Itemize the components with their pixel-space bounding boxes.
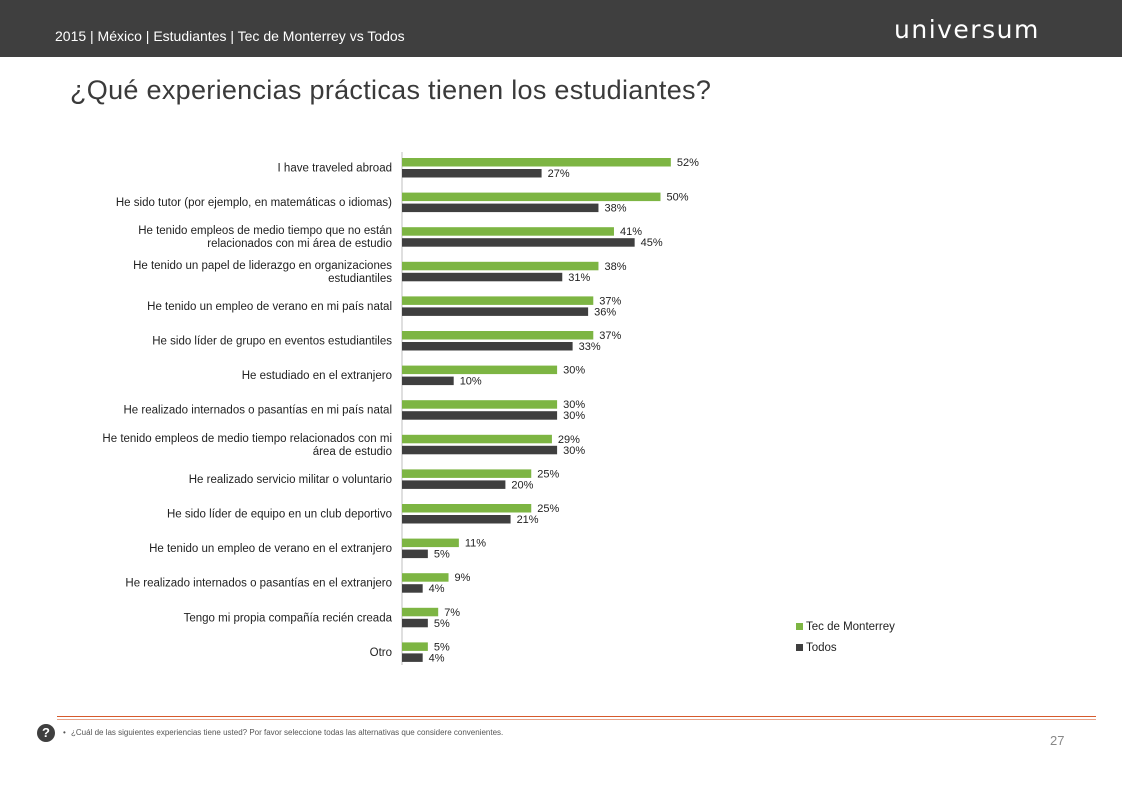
- category-label: He tenido empleos de medio tiempo relaci…: [102, 433, 392, 445]
- bar-tec: [402, 227, 614, 236]
- page-number: 27: [1050, 733, 1065, 748]
- bar-todos: [402, 272, 563, 282]
- category-label: área de estudio: [313, 446, 392, 458]
- category-label: I have traveled abroad: [278, 163, 392, 175]
- category-label: He realizado internados o pasantías en m…: [124, 405, 393, 417]
- category-label: He realizado internados o pasantías en e…: [125, 578, 392, 590]
- category-label: He sido tutor (por ejemplo, en matemátic…: [116, 197, 392, 209]
- data-label: 11%: [465, 538, 486, 550]
- bar-tec: [402, 192, 661, 202]
- data-label: 25%: [537, 503, 559, 515]
- data-label: 52%: [677, 157, 699, 169]
- data-label: 25%: [537, 468, 559, 480]
- category-label: He sido líder de grupo en eventos estudi…: [152, 336, 392, 348]
- footer-rule-light: [57, 719, 1096, 720]
- bar-tec: [402, 469, 532, 478]
- data-label: 36%: [594, 306, 616, 318]
- bar-todos: [402, 411, 558, 420]
- legend-label: Tec de Monterrey: [806, 621, 895, 633]
- data-label: 33%: [579, 341, 601, 353]
- legend-swatch: [796, 623, 803, 630]
- bar-tec: [402, 538, 459, 548]
- data-label: 30%: [563, 365, 585, 377]
- bar-todos: [402, 376, 454, 386]
- bar-tec: [402, 607, 439, 617]
- category-label: Tengo mi propia compañía recién creada: [184, 612, 393, 624]
- data-label: 31%: [568, 272, 590, 284]
- bar-tec: [402, 365, 558, 375]
- data-label: 29%: [558, 434, 580, 446]
- footnote: • ¿Cuál de las siguientes experiencias t…: [63, 727, 513, 738]
- bar-todos: [402, 480, 506, 489]
- bar-todos: [402, 445, 558, 455]
- data-label: 27%: [548, 168, 570, 180]
- category-label: He realizado servicio militar o voluntar…: [189, 474, 392, 486]
- category-label: He sido líder de equipo en un club depor…: [167, 509, 392, 521]
- data-label: 38%: [604, 261, 626, 273]
- bar-tec: [402, 261, 599, 271]
- bar-tec: [402, 642, 428, 651]
- bar-tec: [402, 331, 594, 340]
- category-label: relacionados con mi área de estudio: [207, 238, 392, 250]
- category-label: He estudiado en el extranjero: [242, 370, 392, 382]
- bar-todos: [402, 618, 428, 628]
- bar-tec: [402, 158, 671, 167]
- category-label: He tenido un empleo de verano en mi país…: [147, 301, 392, 313]
- data-label: 45%: [641, 237, 663, 249]
- data-label: 10%: [460, 376, 482, 388]
- data-label: 4%: [429, 583, 445, 595]
- category-label: estudiantiles: [328, 273, 392, 285]
- bar-tec: [402, 296, 594, 305]
- question-icon: ?: [37, 724, 55, 742]
- bar-tec: [402, 573, 449, 582]
- bar-todos: [402, 203, 599, 213]
- category-label: He tenido un empleo de verano en el extr…: [149, 543, 392, 555]
- footnote-question: ¿Cuál de las siguientes experiencias tie…: [71, 728, 504, 737]
- footer-rule: [57, 716, 1096, 717]
- universum-logo: universum: [894, 15, 1040, 44]
- data-label: 9%: [455, 572, 471, 584]
- category-label: Otro: [370, 647, 392, 659]
- data-label: 30%: [563, 410, 585, 422]
- data-label: 7%: [444, 607, 460, 619]
- bar-todos: [402, 342, 573, 351]
- bar-todos: [402, 307, 589, 316]
- data-label: 5%: [434, 549, 450, 561]
- data-label: 5%: [434, 618, 450, 630]
- data-label: 4%: [429, 652, 445, 664]
- data-label: 21%: [517, 514, 539, 526]
- category-label: He tenido empleos de medio tiempo que no…: [138, 225, 392, 237]
- data-label: 30%: [563, 399, 585, 411]
- legend-label: Todos: [806, 642, 837, 654]
- bar-tec: [402, 434, 552, 444]
- header-subtitle: 2015 | México | Estudiantes | Tec de Mon…: [55, 28, 405, 44]
- bar-tec: [402, 504, 532, 513]
- data-label: 5%: [434, 641, 450, 653]
- data-label: 20%: [511, 479, 533, 491]
- data-label: 41%: [620, 226, 642, 238]
- page-title: ¿Qué experiencias prácticas tienen los e…: [70, 75, 712, 105]
- header-bar: 2015 | México | Estudiantes | Tec de Mon…: [0, 0, 1122, 57]
- bar-todos: [402, 549, 428, 559]
- data-label: 37%: [599, 295, 621, 307]
- data-label: 50%: [667, 192, 689, 204]
- bar-todos: [402, 238, 635, 247]
- legend-swatch: [796, 644, 803, 651]
- footnote-bullet: •: [63, 728, 66, 737]
- data-label: 38%: [604, 203, 626, 215]
- category-label: He tenido un papel de liderazgo en organ…: [133, 260, 392, 272]
- data-label: 30%: [563, 445, 585, 457]
- bar-chart: I have traveled abroad 52% 27% He sido tuto…: [102, 152, 895, 665]
- bar-todos: [402, 584, 423, 593]
- bar-tec: [402, 400, 558, 409]
- bar-todos: [402, 169, 542, 178]
- data-label: 37%: [599, 330, 621, 342]
- bar-todos: [402, 653, 423, 662]
- bar-todos: [402, 515, 511, 524]
